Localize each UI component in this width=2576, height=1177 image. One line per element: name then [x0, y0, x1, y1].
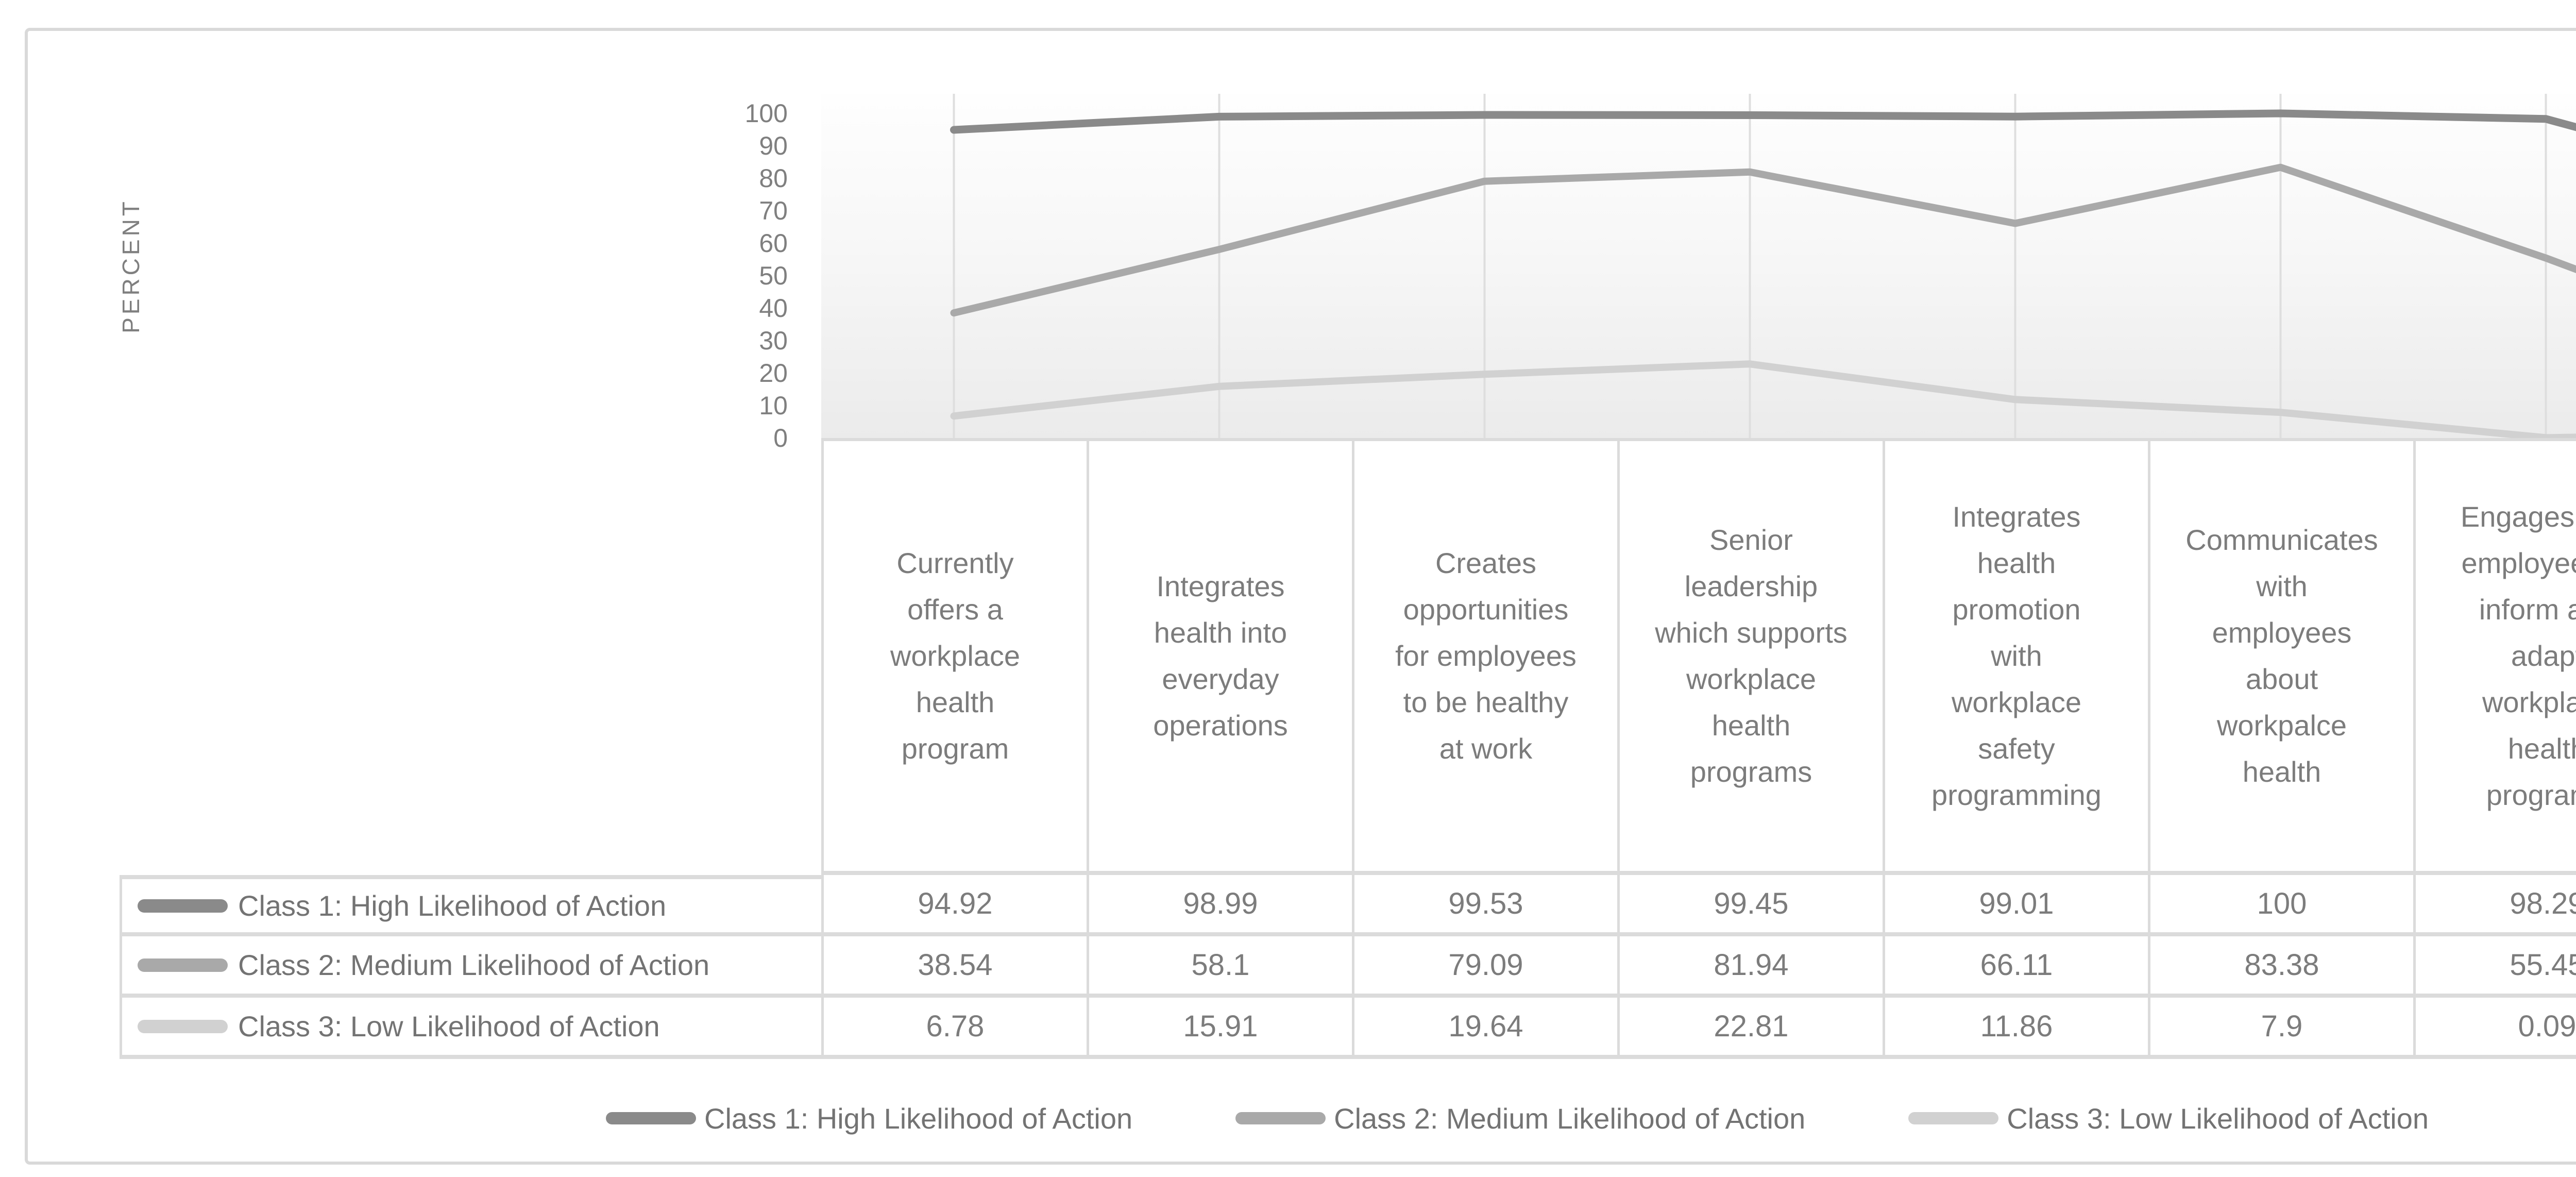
y-axis-tick-label: 80	[759, 164, 788, 193]
category-header-cell: Senior leadership which supports workpla…	[1617, 438, 1883, 875]
category-header-cell: Integrates health into everyday operatio…	[1087, 438, 1352, 875]
legend-item-label: Class 1: High Likelihood of Action	[704, 1102, 1133, 1135]
y-axis-tick-labels: 100 90 80 70 60 50 40 30 20 10 0	[564, 31, 788, 1177]
series-row-label-text: Class 1: High Likelihood of Action	[238, 889, 667, 922]
y-axis-tick-label: 100	[744, 99, 788, 128]
y-axis-tick-label: 40	[759, 294, 788, 323]
series-line-swatch-icon	[138, 899, 228, 913]
table-value-cell: 22.81	[1617, 998, 1883, 1059]
table-value-cell: 38.54	[821, 936, 1087, 998]
series-row-label: Class 1: High Likelihood of Action	[120, 875, 821, 936]
category-header-cell: Communicates with employees about workpa…	[2148, 438, 2413, 875]
table-value-cell: 98.99	[1087, 875, 1352, 936]
legend-line-swatch-icon	[1235, 1112, 1326, 1124]
category-header-cell: Engages with employees to inform and ada…	[2413, 438, 2576, 875]
table-value-cell: 55.45	[2413, 936, 2576, 998]
plot-area	[821, 94, 2576, 442]
table-value-cell: 58.1	[1087, 936, 1352, 998]
y-axis-tick-label: 50	[759, 261, 788, 290]
category-header-cell: Creates opportunities for employees to b…	[1352, 438, 1617, 875]
series-line-swatch-icon	[138, 1019, 228, 1033]
table-corner-spacer	[120, 438, 821, 875]
table-value-cell: 19.64	[1352, 998, 1617, 1059]
series-row-label: Class 2: Medium Likelihood of Action	[120, 936, 821, 998]
table-value-cell: 99.01	[1883, 875, 2148, 936]
legend-item-label: Class 3: Low Likelihood of Action	[2007, 1102, 2429, 1135]
series-row-label-text: Class 2: Medium Likelihood of Action	[238, 949, 710, 981]
table-value-cell: 15.91	[1087, 998, 1352, 1059]
chart-frame: PERCENT 100 90 80 70 60 50 40 30 20 10 0 Currently…	[25, 28, 2576, 1165]
y-axis-tick-label: 20	[759, 359, 788, 388]
line-chart-svg	[950, 94, 2576, 442]
table-value-cell: 83.38	[2148, 936, 2413, 998]
y-axis-tick-label: 0	[773, 424, 788, 452]
category-header-cell: Integrates health promotion with workpla…	[1883, 438, 2148, 875]
y-axis-tick-label: 30	[759, 326, 788, 355]
table-value-cell: 94.92	[821, 875, 1087, 936]
table-value-cell: 11.86	[1883, 998, 2148, 1059]
series-line	[950, 109, 2576, 134]
series-line	[950, 360, 2576, 442]
legend-item: Class 3: Low Likelihood of Action	[1908, 1102, 2429, 1135]
legend-item: Class 1: High Likelihood of Action	[606, 1102, 1132, 1135]
y-axis-tick-label: 10	[759, 391, 788, 420]
series-line-swatch-icon	[138, 958, 228, 972]
data-table: Currently offers a workplace health prog…	[120, 438, 2576, 1059]
legend-line-swatch-icon	[1908, 1112, 1999, 1124]
table-value-cell: 81.94	[1617, 936, 1883, 998]
y-axis-tick-label: 70	[759, 196, 788, 225]
chart-legend: Class 1: High Likelihood of Action Class …	[28, 1087, 2576, 1149]
legend-item-label: Class 2: Medium Likelihood of Action	[1334, 1102, 1806, 1135]
table-value-cell: 6.78	[821, 998, 1087, 1059]
table-value-cell: 98.29	[2413, 875, 2576, 936]
y-axis-title: PERCENT	[117, 198, 144, 333]
series-line	[950, 163, 2576, 317]
category-header-cell: Currently offers a workplace health prog…	[821, 438, 1087, 875]
table-value-cell: 99.45	[1617, 875, 1883, 936]
series-row-label: Class 3: Low Likelihood of Action	[120, 998, 821, 1059]
legend-line-swatch-icon	[606, 1112, 696, 1124]
series-row-label-text: Class 3: Low Likelihood of Action	[238, 1010, 660, 1043]
table-value-cell: 100	[2148, 875, 2413, 936]
table-value-cell: 99.53	[1352, 875, 1617, 936]
y-axis-tick-label: 60	[759, 229, 788, 258]
legend-item: Class 2: Medium Likelihood of Action	[1235, 1102, 1805, 1135]
table-value-cell: 0.09	[2413, 998, 2576, 1059]
table-value-cell: 7.9	[2148, 998, 2413, 1059]
table-value-cell: 79.09	[1352, 936, 1617, 998]
table-value-cell: 66.11	[1883, 936, 2148, 998]
y-axis-tick-label: 90	[759, 131, 788, 160]
